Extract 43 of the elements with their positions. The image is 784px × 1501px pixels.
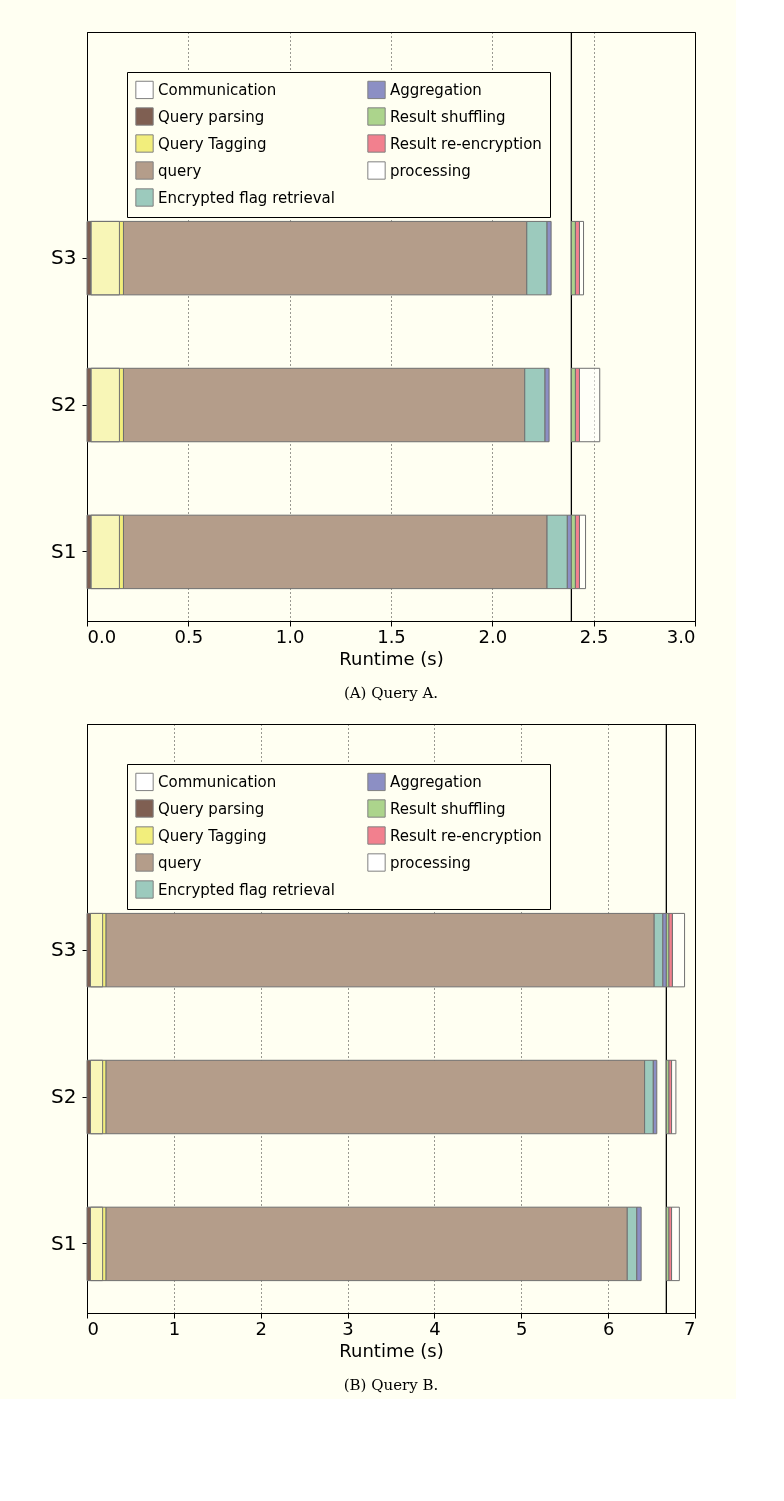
x-tick-label: 2.5: [579, 625, 609, 647]
x-tick-label: 2: [255, 1317, 267, 1339]
y-tick-label: S2: [51, 1084, 77, 1109]
legend-label: Result re-encryption: [390, 826, 542, 845]
legend-label: Result shuffling: [390, 799, 506, 818]
x-tick-label: 6: [602, 1317, 615, 1339]
x-tick-label: 7: [684, 1317, 696, 1339]
y-tick-label: S1: [51, 1230, 77, 1255]
x-tick-label: 5: [516, 1317, 528, 1339]
x-axis-title: Runtime (s): [339, 1339, 444, 1361]
x-tick-label: 1: [168, 1317, 181, 1339]
legend-label: query: [158, 853, 202, 872]
text: (B) Query B.: [343, 1376, 439, 1394]
y-tick-label: S1: [51, 538, 77, 563]
legend-label: Aggregation: [390, 80, 482, 99]
legend-label: Encrypted flag retrieval: [158, 880, 335, 899]
y-tick-label: S2: [51, 392, 77, 417]
x-axis-title: Runtime (s): [339, 647, 444, 669]
x-tick-label: 4: [429, 1317, 441, 1339]
x-tick-label: 1.5: [377, 625, 406, 647]
x-tick-label: 0.0: [87, 625, 117, 647]
legend-label: Query Tagging: [158, 134, 267, 153]
legend-label: Aggregation: [390, 772, 482, 791]
x-tick-label: 0.5: [174, 625, 204, 647]
legend-label: Query parsing: [158, 107, 265, 126]
legend-label: Encrypted flag retrieval: [158, 188, 335, 207]
legend-label: Communication: [158, 772, 277, 791]
legend-label: Query Tagging: [158, 826, 267, 845]
legend-label: Result re-encryption: [390, 134, 542, 153]
legend-label: processing: [390, 853, 471, 872]
y-tick-label: S3: [51, 937, 77, 962]
legend-label: processing: [390, 161, 471, 180]
legend-label: query: [158, 161, 202, 180]
x-tick-label: 3.0: [666, 625, 696, 647]
x-tick-label: 1.0: [275, 625, 305, 647]
legend-label: Result shuffling: [390, 107, 506, 126]
x-tick-label: 2.0: [478, 625, 508, 647]
text: (A) Query A.: [343, 684, 439, 702]
legend-label: Query parsing: [158, 799, 265, 818]
x-tick-label: 0: [87, 1317, 99, 1339]
x-tick-label: 3: [342, 1317, 354, 1339]
y-tick-label: S3: [51, 245, 77, 270]
legend-label: Communication: [158, 80, 277, 99]
